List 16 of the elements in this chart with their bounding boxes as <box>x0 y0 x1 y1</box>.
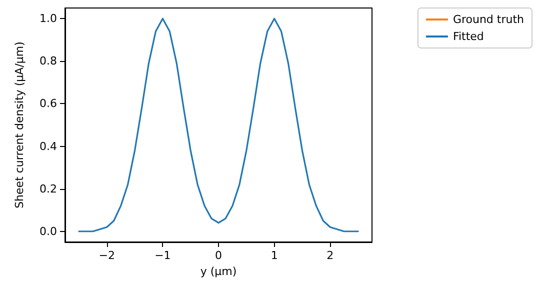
legend-label: Ground truth <box>452 13 524 26</box>
x-tick-label: 2 <box>326 249 334 262</box>
y-tick-label: 0.4 <box>40 140 57 153</box>
y-tick-label: 0.8 <box>40 54 57 68</box>
line-series <box>78 18 359 232</box>
legend-label: Fitted <box>452 30 484 43</box>
y-axis-title: Sheet current density (µA/µm) <box>13 42 26 208</box>
x-axis-title: y (µm) <box>200 265 237 278</box>
x-tick-label: 1 <box>270 249 278 262</box>
y-tick-label: 0.2 <box>40 182 57 196</box>
y-tick-label: 0.6 <box>40 97 57 110</box>
y-tick-label: 0.0 <box>40 224 57 238</box>
x-tick-label: 0 <box>215 249 222 262</box>
y-tick-label: 1.0 <box>40 12 57 26</box>
x-tick-label: −1 <box>154 249 171 262</box>
x-tick-label: −2 <box>98 249 115 262</box>
